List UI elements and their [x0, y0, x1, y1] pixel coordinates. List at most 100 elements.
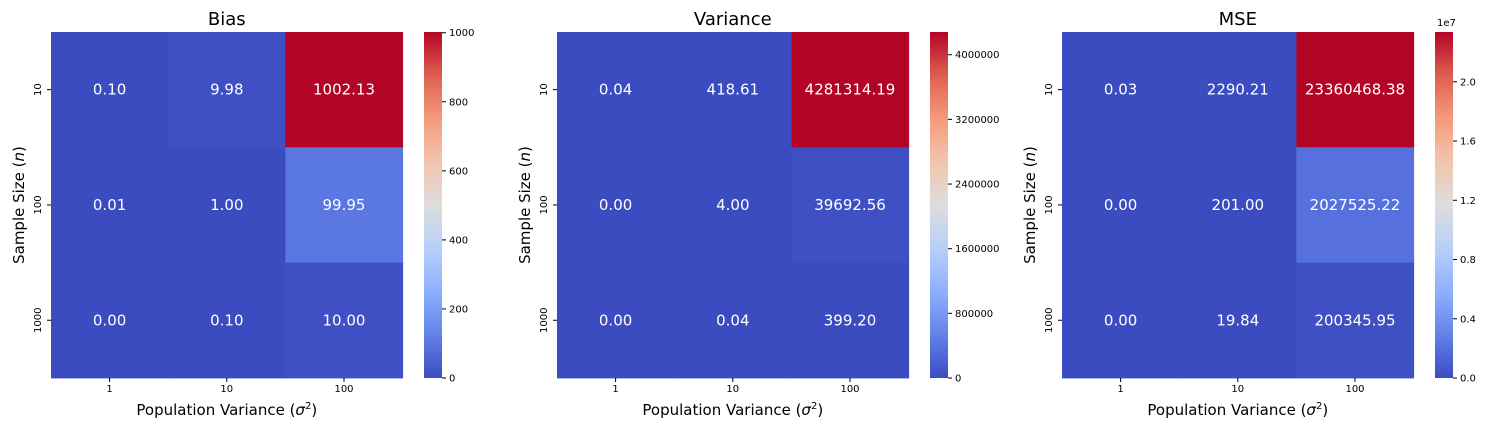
heatmap-cell	[1296, 147, 1415, 264]
panel-title: Bias	[208, 9, 246, 30]
y-tick-label: 1000	[33, 308, 44, 333]
colorbar-tick-label: 1.6	[1460, 137, 1476, 148]
cell-value-label: 19.84	[1216, 311, 1259, 329]
cell-value-label: 201.00	[1212, 196, 1265, 214]
cell-value-label: 10.00	[323, 311, 366, 329]
colorbar-tick-label: 400	[449, 235, 468, 246]
cell-value-label: 9.98	[210, 81, 243, 99]
heatmap-cell	[1179, 32, 1297, 148]
y-axis-label: Sample Size (n)	[10, 146, 28, 264]
colorbar-tick-label: 0.0	[1460, 374, 1476, 385]
colorbar-tick-label: 600	[449, 166, 468, 177]
cell-value-label: 0.00	[1104, 196, 1137, 214]
colorbar-tick-label: 0.8	[1460, 255, 1476, 266]
cell-value-label: 399.20	[824, 311, 877, 329]
heatmap-cell	[791, 262, 910, 379]
y-axis-label: Sample Size (n)	[1021, 146, 1039, 264]
heatmap-cell	[168, 32, 286, 148]
cell-value-label: 0.00	[599, 196, 632, 214]
colorbar-exponent-label: 1e7	[1437, 18, 1456, 29]
x-tick-label: 1	[612, 384, 618, 395]
heatmap-cell	[791, 147, 910, 264]
cell-value-label: 39692.56	[814, 196, 886, 214]
heatmap-cell	[674, 262, 792, 379]
colorbar-tick-label: 2400000	[955, 180, 1000, 191]
y-tick-label: 1000	[1044, 308, 1055, 333]
colorbar	[424, 32, 442, 378]
heatmap-cell	[1179, 147, 1297, 264]
colorbar-tick-label: 0	[955, 374, 961, 385]
heatmap-cell	[791, 32, 910, 148]
heatmap-cell	[557, 262, 675, 379]
colorbar	[930, 32, 948, 378]
cell-value-label: 1002.13	[313, 81, 375, 99]
x-tick-label: 100	[840, 384, 859, 395]
heatmap-cell	[1179, 262, 1297, 379]
heatmap-cell	[1296, 262, 1415, 379]
cell-value-label: 2027525.22	[1310, 196, 1401, 214]
colorbar-tick-label: 0.4	[1460, 314, 1476, 325]
cell-value-label: 0.03	[1104, 81, 1137, 99]
heatmap-cell	[1062, 147, 1180, 264]
heatmap-cell	[557, 147, 675, 264]
heatmap-cell	[674, 147, 792, 264]
heatmap-cell	[1296, 32, 1415, 148]
panel-title: MSE	[1219, 9, 1257, 30]
x-tick-label: 100	[1345, 384, 1364, 395]
heatmap-cell	[51, 147, 169, 264]
heatmap-cell	[168, 147, 286, 264]
y-tick-label: 10	[539, 83, 550, 96]
y-tick-label: 10	[1044, 83, 1055, 96]
heatmap-cell	[285, 262, 404, 379]
colorbar-tick-label: 200	[449, 304, 468, 315]
cell-value-label: 2290.21	[1207, 81, 1269, 99]
heatmap-cell	[51, 32, 169, 148]
heatmap-panel-1: Bias 0.10 9.98 1002.13 0.01 1.00 99.95 0.00 0.10…	[10, 9, 474, 419]
colorbar-tick-label: 4000000	[955, 50, 1000, 61]
y-tick-label: 100	[539, 195, 550, 214]
x-tick-label: 100	[334, 384, 353, 395]
heatmap-cell	[1062, 32, 1180, 148]
heatmap-panel-2: Variance 0.04 418.61 4281314.19 0.00 4.00 3969…	[516, 9, 1000, 419]
y-tick-label: 1000	[539, 308, 550, 333]
colorbar-tick-label: 800000	[955, 309, 993, 320]
y-tick-label: 100	[33, 195, 44, 214]
cell-value-label: 4281314.19	[805, 81, 896, 99]
colorbar-tick-label: 1600000	[955, 244, 1000, 255]
heatmap-cell	[285, 147, 404, 264]
heatmap-cell	[285, 32, 404, 148]
cell-value-label: 1.00	[210, 196, 243, 214]
cell-value-label: 0.00	[93, 311, 126, 329]
cell-value-label: 23360468.38	[1305, 81, 1405, 99]
y-axis-label: Sample Size (n)	[516, 146, 534, 264]
x-axis-label: Population Variance (σ2)	[1147, 401, 1328, 419]
heatmap-cell	[674, 32, 792, 148]
x-axis-label: Population Variance (σ2)	[642, 401, 823, 419]
cell-value-label: 0.10	[210, 311, 243, 329]
panel-title: Variance	[694, 9, 772, 30]
colorbar-tick-label: 1.2	[1460, 196, 1476, 207]
cell-value-label: 99.95	[323, 196, 366, 214]
y-tick-label: 100	[1044, 195, 1055, 214]
cell-value-label: 0.01	[93, 196, 126, 214]
colorbar-tick-label: 2.0	[1460, 77, 1476, 88]
cell-value-label: 0.04	[599, 81, 632, 99]
colorbar-tick-label: 0	[449, 374, 455, 385]
x-tick-label: 1	[1117, 384, 1123, 395]
cell-value-label: 0.04	[716, 311, 749, 329]
colorbar-tick-label: 3200000	[955, 115, 1000, 126]
x-tick-label: 10	[726, 384, 739, 395]
x-tick-label: 10	[220, 384, 233, 395]
cell-value-label: 0.10	[93, 81, 126, 99]
heatmap-cell	[1062, 262, 1180, 379]
cell-value-label: 418.61	[707, 81, 760, 99]
heatmap-cell	[51, 262, 169, 379]
heatmap-panel-3: MSE 0.03 2290.21 23360468.38 0.00 201.00 20275…	[1021, 9, 1476, 419]
heatmap-cell	[557, 32, 675, 148]
x-axis-label: Population Variance (σ2)	[136, 401, 317, 419]
colorbar	[1435, 32, 1453, 378]
y-tick-label: 10	[33, 83, 44, 96]
cell-value-label: 200345.95	[1314, 311, 1395, 329]
